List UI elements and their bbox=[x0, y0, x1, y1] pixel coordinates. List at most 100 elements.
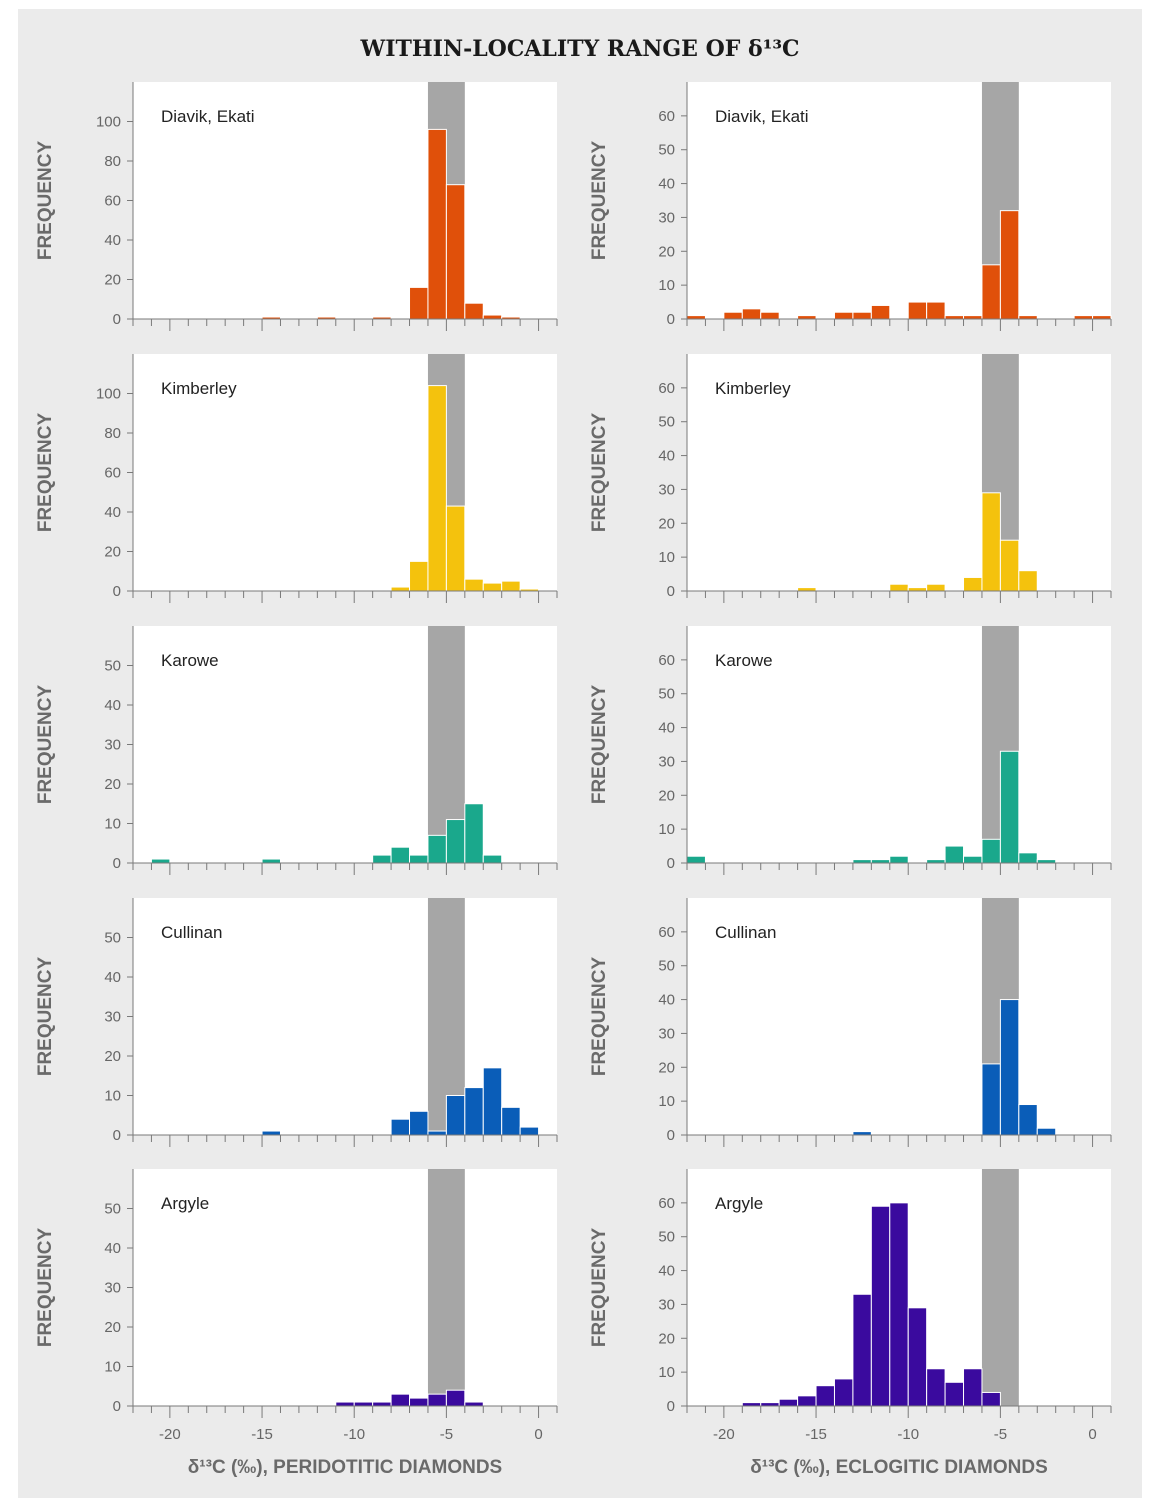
bar bbox=[1018, 852, 1038, 864]
y-tick-label: 50 bbox=[104, 930, 121, 947]
y-tick-label: 20 bbox=[658, 1330, 675, 1347]
panel-diavik-ekati-eclogitic: 0 10 20 30 40 50 60 Diavik, Ekati FREQUENCY bbox=[589, 82, 1112, 331]
y-tick-label: 50 bbox=[658, 1229, 675, 1246]
bar bbox=[445, 1389, 466, 1407]
bar bbox=[926, 859, 946, 864]
x-tick-label: -10 bbox=[343, 1426, 365, 1443]
bar bbox=[889, 855, 909, 864]
plot-area bbox=[133, 354, 557, 591]
y-tick-label: 40 bbox=[104, 969, 121, 986]
x-axis-title: δ¹³C (‰), ECLOGITIC DIAMONDS bbox=[750, 1457, 1048, 1478]
y-tick-label: 30 bbox=[658, 753, 675, 770]
y-tick-label: 0 bbox=[113, 1398, 121, 1415]
bar bbox=[1018, 315, 1038, 320]
y-tick-label: 60 bbox=[658, 652, 675, 669]
y-axis-title: FREQUENCY bbox=[35, 1228, 56, 1348]
bar bbox=[760, 311, 780, 320]
bar bbox=[797, 1395, 817, 1407]
y-tick-label: 10 bbox=[658, 549, 675, 566]
bar bbox=[427, 385, 447, 592]
bar bbox=[1036, 859, 1057, 864]
locality-label: Cullinan bbox=[161, 923, 222, 942]
y-tick-label: 40 bbox=[104, 1240, 121, 1257]
bar bbox=[390, 586, 411, 592]
x-tick-label: -20 bbox=[713, 1426, 735, 1443]
bar bbox=[797, 587, 817, 592]
plot-area bbox=[687, 626, 1111, 863]
y-tick-label: 10 bbox=[658, 1364, 675, 1381]
bar bbox=[981, 838, 1001, 864]
x-tick-label: 0 bbox=[534, 1426, 542, 1443]
y-tick-label: 60 bbox=[104, 193, 121, 210]
bar bbox=[852, 1131, 872, 1136]
y-tick-label: 30 bbox=[658, 1296, 675, 1313]
y-tick-label: 80 bbox=[104, 425, 121, 442]
y-tick-label: 0 bbox=[667, 1127, 675, 1144]
plot-area bbox=[687, 354, 1111, 591]
y-tick-label: 30 bbox=[658, 481, 675, 498]
bar bbox=[963, 315, 983, 320]
plot-area bbox=[133, 82, 557, 319]
y-axis-title: FREQUENCY bbox=[35, 685, 56, 805]
panel-kimberley-eclogitic: 0 10 20 30 40 50 60 Kimberley FREQUENCY bbox=[589, 354, 1112, 603]
y-tick-label: 10 bbox=[104, 1088, 121, 1105]
bar bbox=[390, 846, 411, 864]
bar bbox=[335, 1401, 355, 1407]
bar bbox=[409, 854, 429, 864]
bar bbox=[741, 308, 762, 320]
bar bbox=[870, 859, 891, 864]
locality-label: Argyle bbox=[161, 1194, 209, 1213]
bar bbox=[981, 492, 1001, 592]
bar bbox=[889, 1202, 909, 1407]
y-tick-label: 0 bbox=[113, 583, 121, 600]
bar bbox=[907, 1307, 928, 1407]
y-tick-label: 40 bbox=[658, 176, 675, 193]
bar bbox=[464, 1087, 484, 1136]
y-tick-label: 60 bbox=[658, 380, 675, 397]
bar bbox=[926, 1368, 946, 1407]
bar bbox=[409, 1397, 429, 1407]
bar bbox=[427, 1130, 447, 1136]
y-tick-label: 40 bbox=[658, 992, 675, 1009]
panel-cullinan-eclogitic: 0 10 20 30 40 50 60 Cullinan FREQUENCY bbox=[589, 898, 1112, 1147]
x-tick-label: -5 bbox=[994, 1426, 1007, 1443]
y-tick-label: 100 bbox=[96, 386, 121, 403]
y-tick-label: 30 bbox=[658, 1025, 675, 1042]
bar bbox=[907, 301, 928, 320]
y-tick-label: 40 bbox=[658, 448, 675, 465]
locality-label: Argyle bbox=[715, 1194, 763, 1213]
bar bbox=[981, 264, 1001, 320]
bar bbox=[1036, 1127, 1057, 1136]
y-tick-label: 50 bbox=[104, 1201, 121, 1218]
panel-karowe-eclogitic: 0 10 20 30 40 50 60 Karowe FREQUENCY bbox=[589, 626, 1112, 875]
y-tick-label: 40 bbox=[104, 697, 121, 714]
y-axis-title: FREQUENCY bbox=[589, 141, 610, 261]
bar bbox=[482, 314, 503, 320]
y-tick-label: 50 bbox=[104, 658, 121, 675]
locality-label: Karowe bbox=[161, 651, 219, 670]
y-tick-label: 60 bbox=[658, 108, 675, 125]
y-tick-label: 40 bbox=[658, 720, 675, 737]
bar bbox=[852, 1293, 872, 1407]
y-axis-title: FREQUENCY bbox=[589, 957, 610, 1077]
bar bbox=[482, 1067, 503, 1136]
bar bbox=[519, 1126, 540, 1136]
y-tick-label: 0 bbox=[667, 583, 675, 600]
plot-area bbox=[687, 898, 1111, 1135]
bar bbox=[1073, 315, 1094, 320]
x-axis-title: δ¹³C (‰), PERIDOTITIC DIAMONDS bbox=[188, 1457, 502, 1478]
y-tick-label: 20 bbox=[104, 1048, 121, 1065]
panel-cullinan-peridotitic: 0 10 20 30 40 50 Cullinan FREQUENCY bbox=[35, 898, 558, 1147]
y-tick-label: 0 bbox=[667, 855, 675, 872]
bar bbox=[760, 1402, 780, 1407]
bar bbox=[445, 1095, 466, 1136]
x-tick-label: -10 bbox=[897, 1426, 919, 1443]
y-tick-label: 80 bbox=[104, 153, 121, 170]
y-tick-label: 40 bbox=[104, 504, 121, 521]
y-axis-title: FREQUENCY bbox=[589, 413, 610, 533]
y-tick-label: 50 bbox=[658, 958, 675, 975]
bar bbox=[482, 854, 503, 864]
y-tick-label: 0 bbox=[667, 1398, 675, 1415]
